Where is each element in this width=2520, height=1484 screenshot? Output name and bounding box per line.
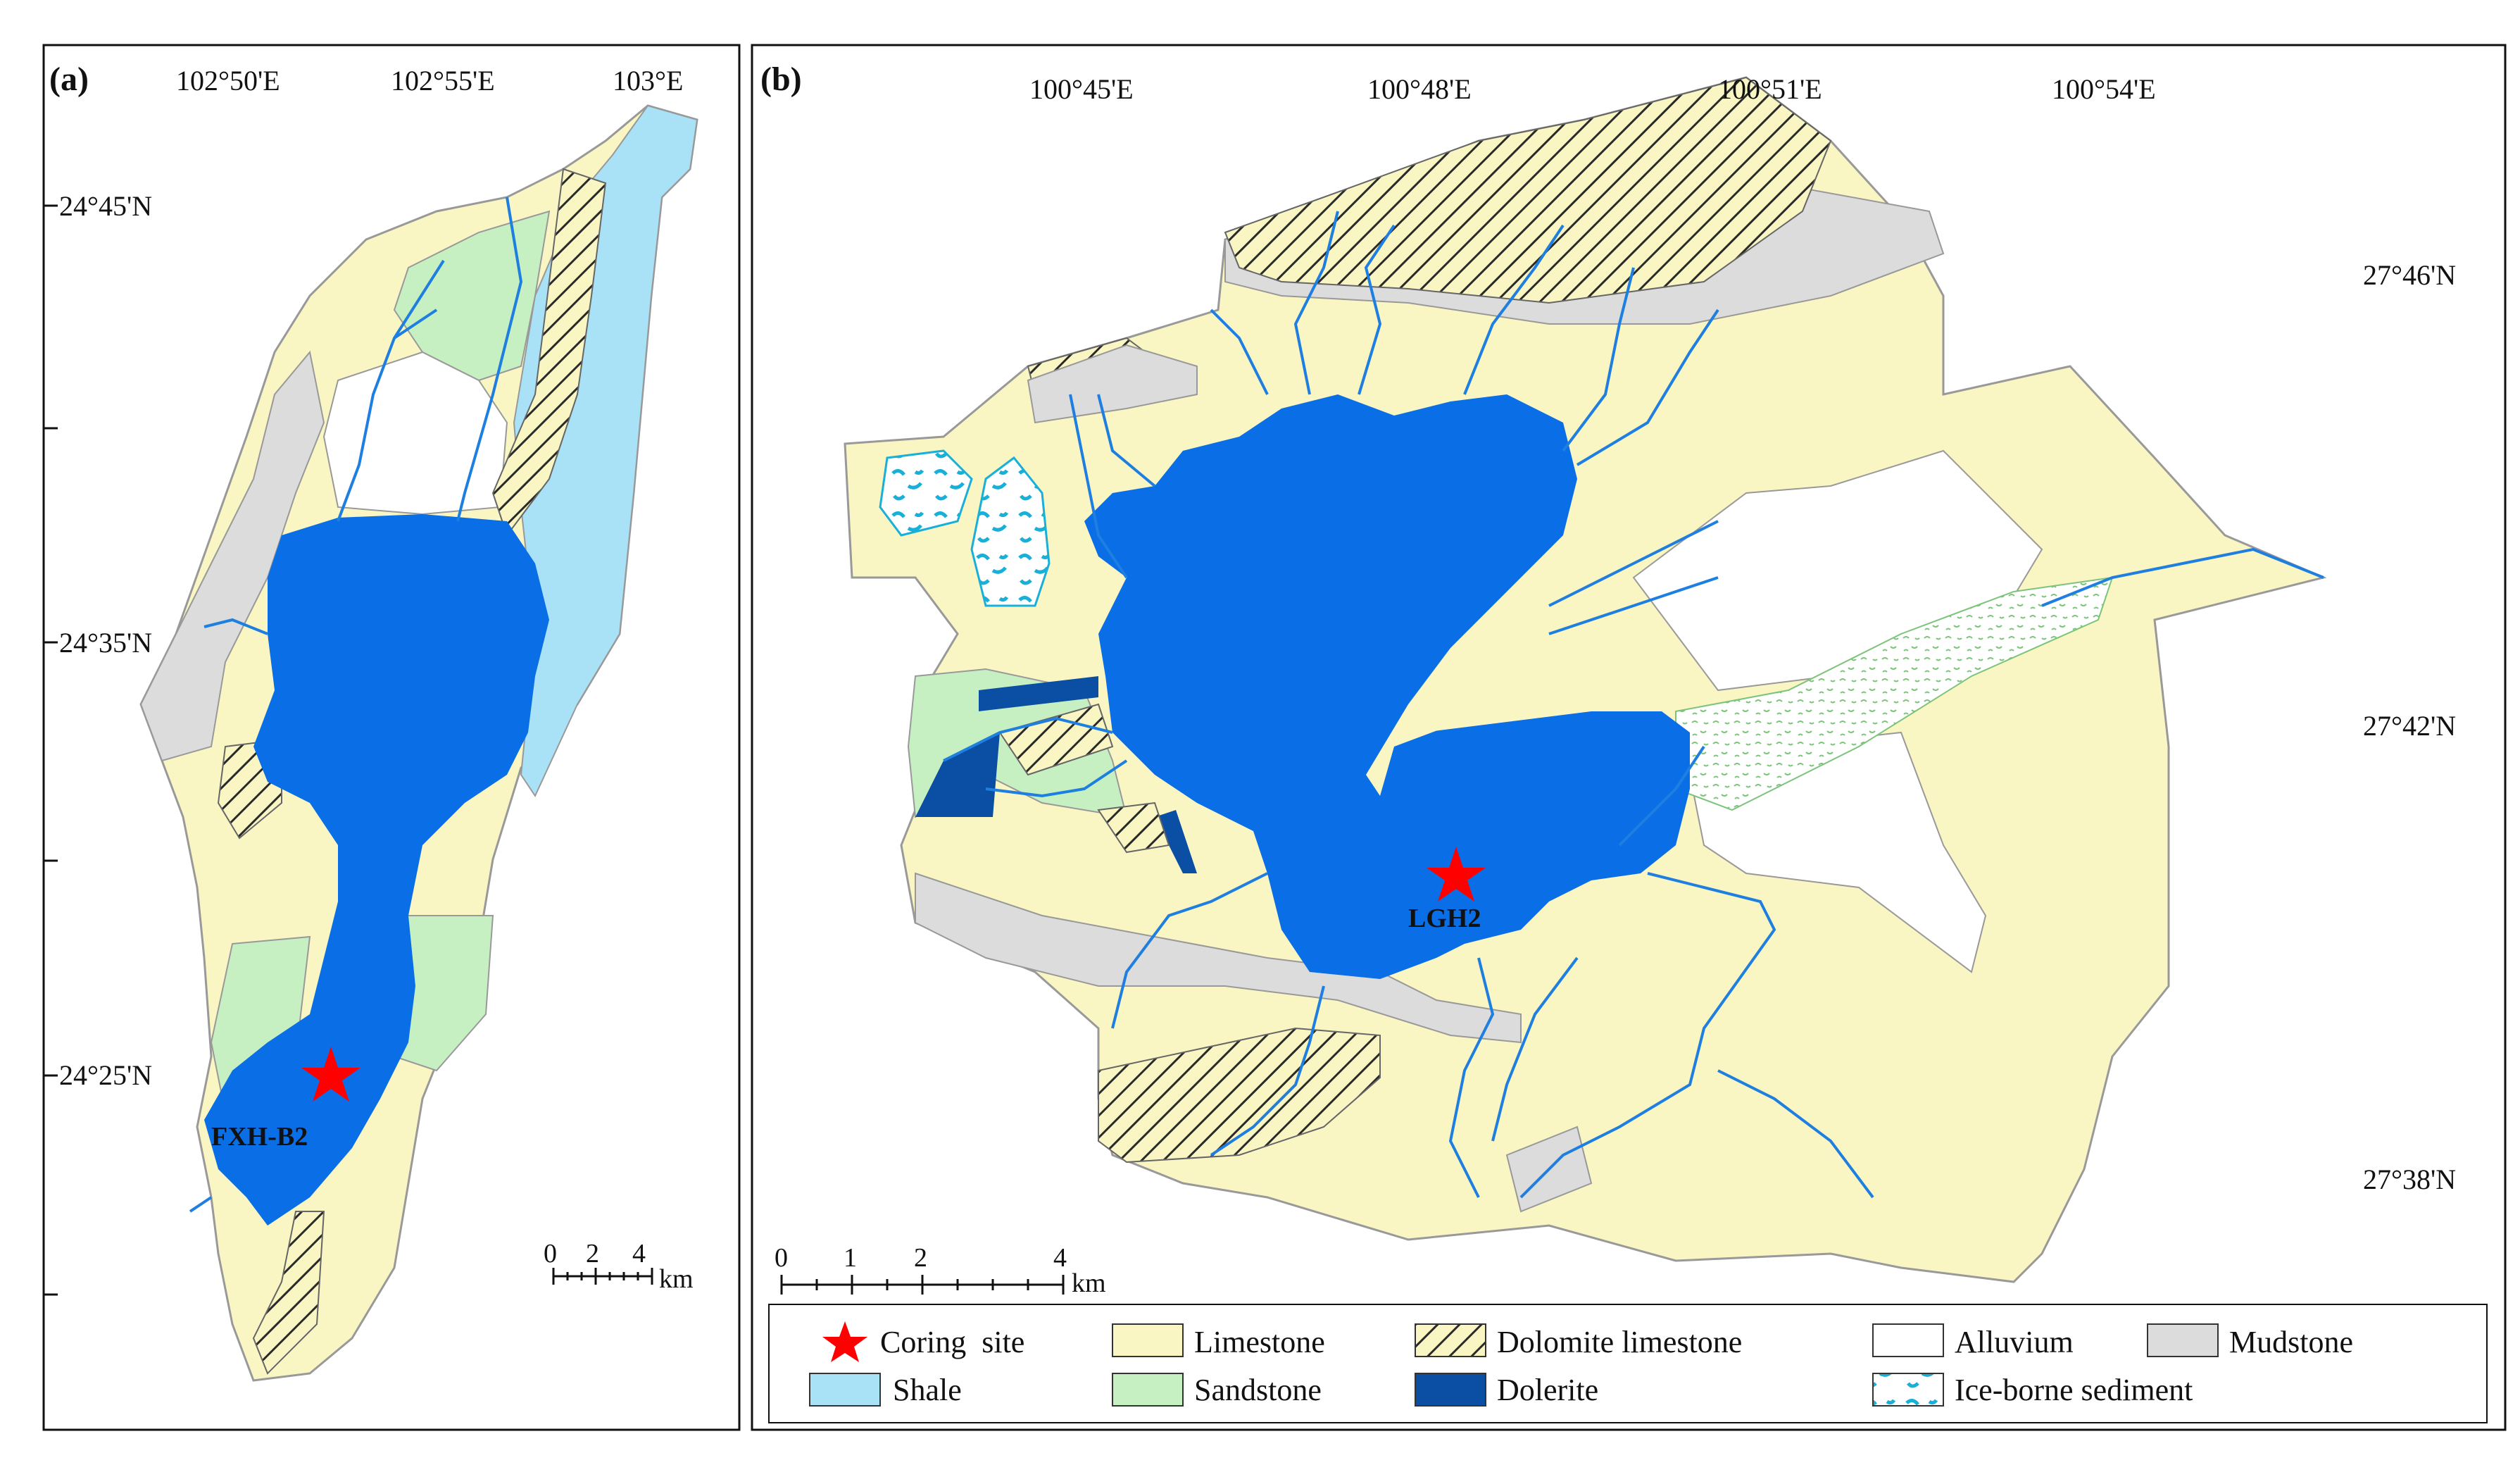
panel-b-ice-2	[970, 456, 1051, 607]
panel-b-dolomite-west	[998, 703, 1114, 776]
panel-b-rivers	[943, 211, 2324, 1199]
panel-b-lon-label-1: 100°45'E	[1029, 73, 1134, 105]
panel-b-site-label: LGH2	[1408, 904, 1481, 933]
legend-frame	[768, 1304, 2488, 1423]
legend-coring-site: Coring site	[880, 1325, 1024, 1359]
panel-b-scale-tick-2: 2	[914, 1243, 927, 1273]
panel-a-lat-label-3: 24°25'N	[59, 1059, 152, 1091]
panel-b-lake-ne-arm	[1366, 676, 1493, 796]
panel-b-lat-label-2: 27°42'N	[2363, 710, 2456, 742]
legend-star-icon	[822, 1321, 867, 1362]
panel-b-dolomite-south	[1098, 1027, 1381, 1164]
legend-mudstone-swatch	[2147, 1323, 2219, 1357]
panel-a-rivers	[189, 197, 523, 1213]
legend-ice-swatch	[1872, 1373, 1944, 1407]
panel-b-label: (b)	[760, 61, 802, 98]
panel-a-scale-unit: km	[659, 1264, 694, 1294]
panel-b-lat-label-3: 27°38'N	[2363, 1164, 2456, 1195]
legend-limestone-swatch	[1112, 1323, 1184, 1357]
panel-a-lake	[204, 514, 549, 1226]
panel-b-dolomite-west-2	[1097, 802, 1170, 854]
panel-a-lon-label-1: 102°50'E	[176, 65, 280, 96]
panel-a-site-label: FXH-B2	[211, 1122, 308, 1152]
panel-b-scale-bar: 0 1 2 4 km	[775, 1243, 1106, 1298]
panel-b-lat-label-1: 27°46'N	[2363, 259, 2456, 291]
panel-b-scale-tick-1: 1	[844, 1243, 857, 1273]
panel-b-mudstone-nw	[1027, 344, 1198, 424]
legend-alluvium: Alluvium	[1955, 1325, 2074, 1359]
panel-a-scale-tick-2: 2	[586, 1239, 599, 1268]
panel-a-lat-label-1: 24°45'N	[59, 190, 152, 222]
legend-shale-swatch	[809, 1373, 881, 1407]
panel-b-coring-site-star	[1427, 847, 1486, 902]
panel-a: FXH-B2 (a) 102°50'E 102°55'E 103°E 24°45…	[42, 44, 741, 1431]
legend-sandstone-swatch	[1112, 1373, 1184, 1407]
panel-b-scale-unit: km	[1072, 1268, 1106, 1298]
legend-shale: Shale	[893, 1373, 962, 1407]
legend-mudstone: Mudstone	[2229, 1325, 2353, 1359]
legend-limestone: Limestone	[1194, 1325, 1325, 1359]
panel-b-dolerite-2	[915, 732, 1000, 817]
panel-a-lat-label-2: 24°35'N	[59, 627, 152, 659]
panel-a-mudstone	[139, 350, 325, 762]
panel-b-lon-label-2: 100°48'E	[1367, 73, 1472, 105]
legend-dolomite: Dolomite limestone	[1497, 1325, 1742, 1359]
legend-dolerite-swatch	[1415, 1373, 1486, 1407]
panel-a-dolomite-1	[491, 168, 607, 537]
panel-a-lon-label-2: 102°55'E	[391, 65, 495, 96]
panel-a-coring-site-star	[301, 1047, 361, 1102]
panel-a-lat-ticks	[44, 204, 58, 1296]
panel-b-lake	[1084, 394, 1690, 979]
panel-b-lon-label-4: 100°54'E	[2052, 73, 2156, 105]
legend-ice: Ice-borne sediment	[1955, 1373, 2193, 1407]
panel-b-lon-label-3: 100°51'E	[1718, 73, 1822, 105]
panel-b-ice-1	[879, 449, 973, 537]
panel-b-dolerite-3	[1155, 810, 1197, 873]
panel-a-scale-bar: 0 2 4 km	[544, 1239, 694, 1294]
panel-b-dolerite-1	[979, 676, 1098, 711]
panel-a-label: (a)	[49, 61, 89, 98]
panel-b-scale-tick-4: 4	[1053, 1243, 1067, 1273]
panel-b-dolomite-north	[1224, 76, 1832, 304]
legend-sandstone: Sandstone	[1194, 1373, 1322, 1407]
panel-b-green-deposit	[1675, 576, 2114, 811]
legend-dolerite: Dolerite	[1497, 1373, 1598, 1407]
panel-a-scale-tick-0: 0	[544, 1239, 557, 1268]
panel-a-lon-label-3: 103°E	[613, 65, 683, 96]
legend-dolomite-swatch	[1415, 1323, 1486, 1357]
legend-alluvium-swatch	[1872, 1323, 1944, 1357]
panel-a-scale-tick-4: 4	[632, 1239, 646, 1268]
panel-b: LGH2 (b) 100°45'E 100°48'E 100°51'E 100°…	[751, 44, 2507, 1431]
panel-b-scale-tick-0: 0	[775, 1243, 788, 1273]
legend: Coring site Limestone Dolomite limestone…	[768, 1304, 2488, 1423]
panel-b-mudstone-south	[915, 872, 1522, 1044]
panel-a-dolomite-3	[252, 1211, 325, 1375]
